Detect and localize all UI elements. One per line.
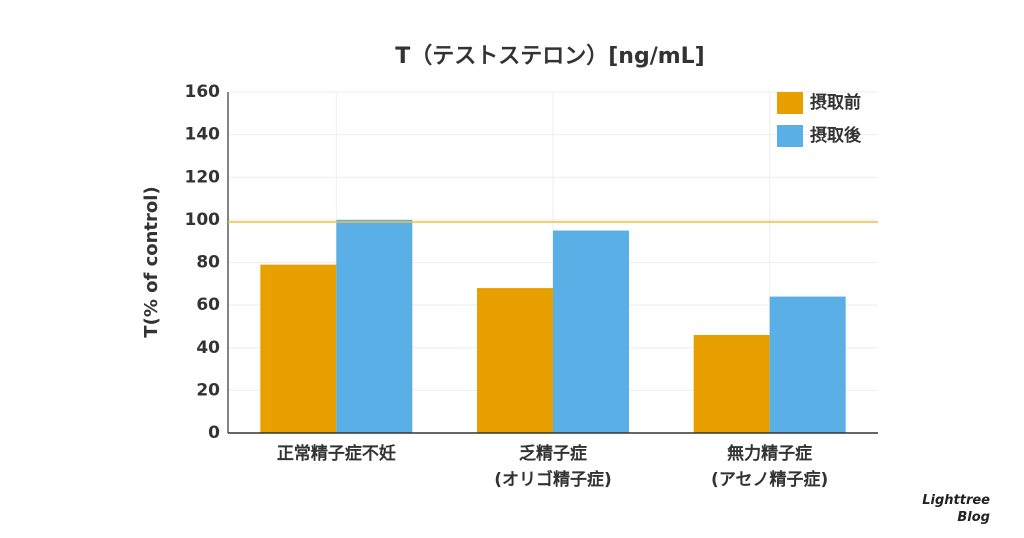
y-tick-label: 140 bbox=[185, 125, 221, 145]
y-tick-label: 60 bbox=[196, 295, 220, 315]
y-tick-label: 160 bbox=[185, 82, 221, 102]
bar bbox=[260, 264, 337, 433]
y-tick-label: 120 bbox=[185, 167, 221, 187]
legend-label: 摂取前 bbox=[810, 92, 861, 113]
watermark: Lighttree Blog bbox=[922, 493, 990, 525]
bar bbox=[769, 296, 846, 433]
y-axis-label: T(% of control) bbox=[141, 186, 162, 337]
legend-label: 摂取後 bbox=[810, 125, 862, 146]
y-tick-label: 20 bbox=[196, 380, 220, 400]
y-tick-label: 80 bbox=[196, 253, 220, 273]
x-tick-label: 無力精子症 (アセノ精子症) bbox=[711, 444, 829, 490]
y-tick-label: 100 bbox=[185, 210, 221, 230]
bar bbox=[336, 219, 413, 433]
bar bbox=[477, 288, 553, 433]
bar bbox=[693, 334, 770, 433]
legend-swatch bbox=[777, 92, 803, 114]
y-tick-label: 40 bbox=[196, 338, 220, 358]
y-tick-label: 0 bbox=[208, 423, 220, 443]
x-tick-label: 乏精子症 (オリゴ精子症) bbox=[494, 444, 612, 490]
chart-title: T（テストステロン）[ng/mL] bbox=[395, 44, 705, 69]
legend-swatch bbox=[777, 125, 803, 147]
bar bbox=[553, 230, 629, 433]
x-tick-label: 正常精子症不妊 bbox=[276, 444, 396, 464]
